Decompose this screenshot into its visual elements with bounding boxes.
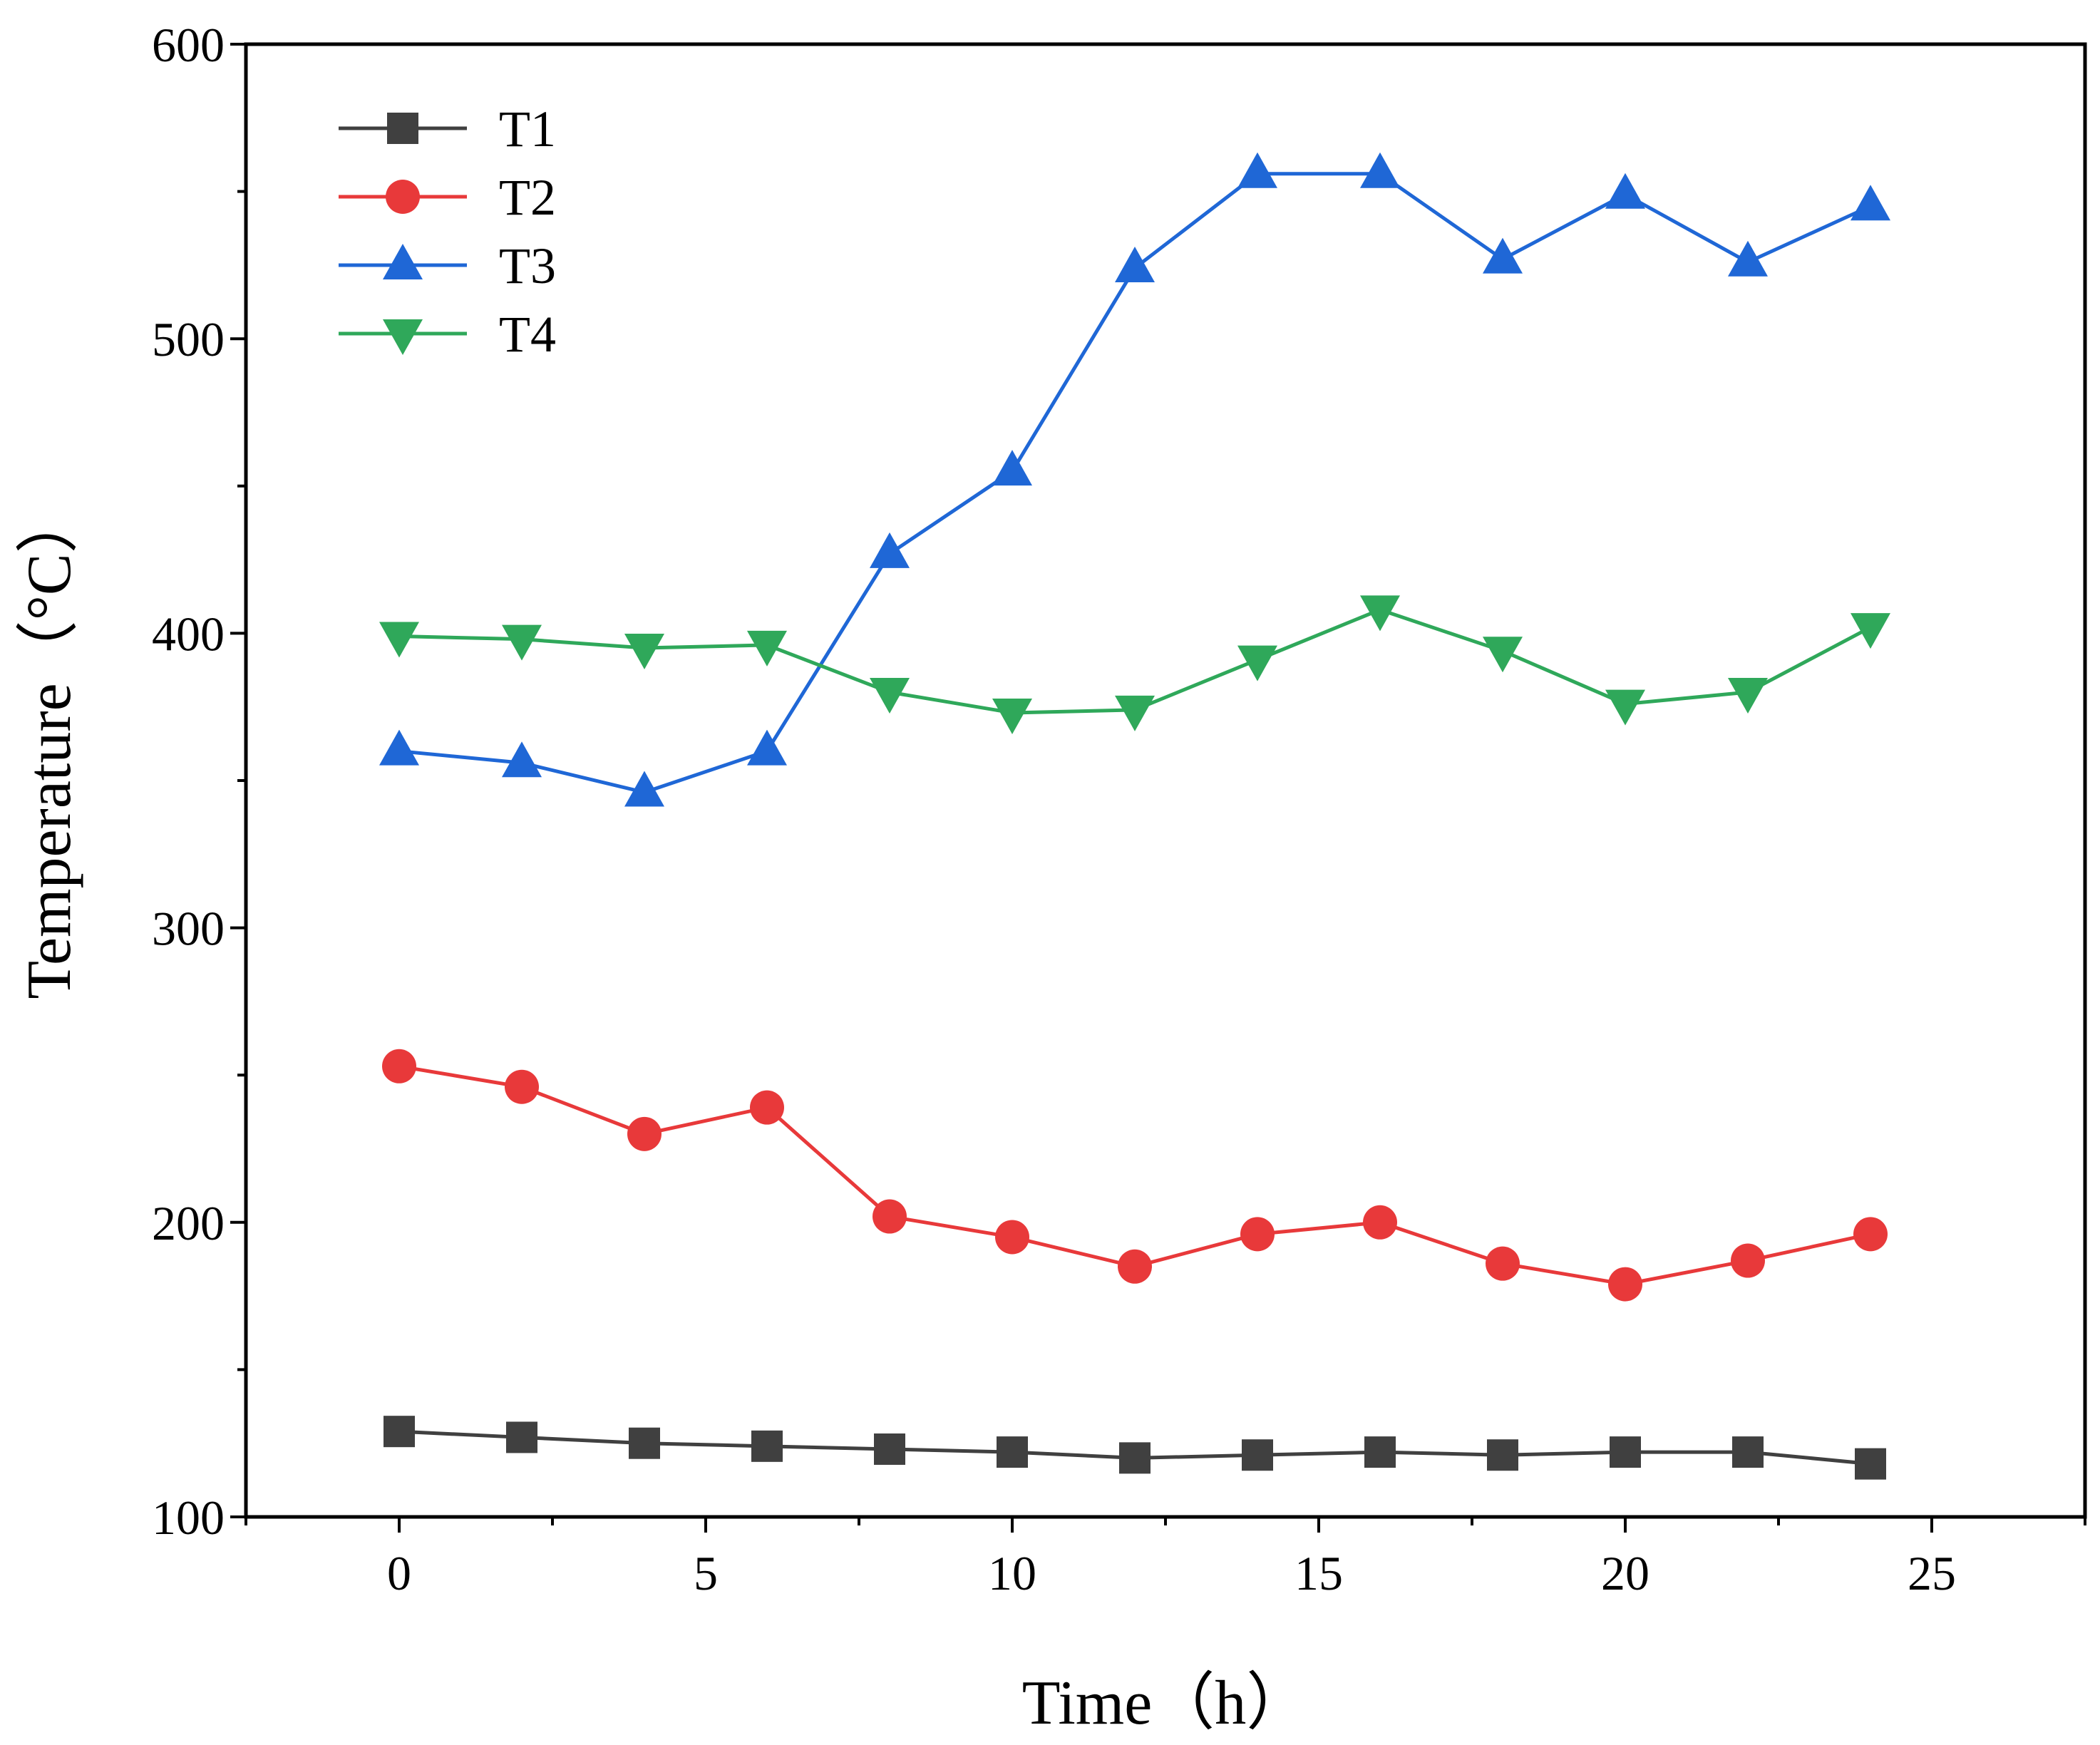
- data-point: [1115, 695, 1155, 731]
- data-point: [992, 450, 1032, 486]
- series-layer: [379, 152, 1890, 1480]
- data-point: [1360, 595, 1400, 632]
- data-point: [992, 698, 1032, 734]
- y-tick-label: 600: [152, 18, 225, 72]
- data-point: [873, 1199, 907, 1234]
- data-point: [379, 729, 419, 766]
- x-axis-title: Time（h）: [1022, 1669, 1309, 1738]
- legend-marker: [387, 113, 418, 144]
- data-point: [1119, 1442, 1151, 1474]
- data-point: [629, 1427, 660, 1459]
- data-point: [747, 729, 787, 766]
- data-point: [747, 630, 787, 666]
- data-point: [874, 1433, 905, 1465]
- x-tick-label: 5: [694, 1546, 718, 1600]
- data-point: [1483, 237, 1523, 274]
- data-point: [1605, 173, 1645, 209]
- data-point: [1732, 1436, 1764, 1468]
- y-tick-label: 200: [152, 1196, 225, 1250]
- legend-item-t2: T2: [339, 169, 556, 226]
- data-point: [379, 622, 419, 658]
- x-tick-label: 10: [988, 1546, 1036, 1600]
- data-point: [1486, 1246, 1520, 1281]
- axes-layer: 0 5 10 15 20 25 100 200 300 400 500 600: [152, 18, 2086, 1600]
- data-point: [1608, 1267, 1642, 1302]
- legend-marker: [383, 319, 423, 355]
- y-tick-label: 100: [152, 1491, 225, 1545]
- legend-marker: [386, 180, 420, 214]
- data-point: [384, 1416, 415, 1448]
- data-point: [1115, 247, 1155, 283]
- data-point: [505, 1069, 539, 1104]
- data-point: [502, 624, 542, 661]
- legend-label: T4: [499, 306, 556, 363]
- data-point: [751, 1430, 783, 1462]
- data-point: [1364, 1436, 1396, 1468]
- legend-label: T1: [499, 101, 556, 158]
- series-t4: [379, 595, 1890, 734]
- data-point: [1853, 1217, 1888, 1252]
- data-point: [1237, 152, 1277, 188]
- data-point: [624, 634, 664, 670]
- data-point: [995, 1220, 1029, 1255]
- data-point: [382, 1049, 416, 1083]
- y-tick-label: 500: [152, 312, 225, 366]
- data-point: [1242, 1439, 1273, 1471]
- data-point: [997, 1436, 1028, 1468]
- data-point: [870, 532, 910, 568]
- data-point: [1240, 1217, 1275, 1252]
- series-t2: [382, 1049, 1888, 1302]
- data-point: [1363, 1205, 1397, 1240]
- data-point: [1728, 678, 1768, 714]
- data-point: [1605, 689, 1645, 726]
- data-point: [502, 741, 542, 778]
- y-axis-title: Temperature（°C）: [15, 490, 84, 999]
- data-point: [750, 1090, 784, 1125]
- data-point: [506, 1421, 537, 1453]
- series-t1: [384, 1416, 1886, 1480]
- y-tick-label: 400: [152, 607, 225, 661]
- data-point: [1487, 1439, 1518, 1471]
- x-tick-label: 25: [1908, 1546, 1956, 1600]
- data-point: [1237, 645, 1277, 681]
- legend-item-t3: T3: [339, 237, 556, 294]
- data-point: [627, 1116, 662, 1151]
- x-tick-label: 20: [1601, 1546, 1649, 1600]
- legend-label: T3: [499, 237, 556, 294]
- legend: T1 T2 T3 T4: [339, 101, 556, 363]
- legend-item-t1: T1: [339, 101, 556, 158]
- x-tick-label: 15: [1295, 1546, 1343, 1600]
- data-point: [1483, 637, 1523, 673]
- x-tick-label: 0: [387, 1546, 411, 1600]
- data-point: [1610, 1436, 1641, 1468]
- data-point: [1851, 185, 1890, 221]
- data-point: [1728, 240, 1768, 277]
- data-point: [1360, 152, 1400, 188]
- y-tick-label: 300: [152, 902, 225, 956]
- data-point: [870, 678, 910, 714]
- legend-marker: [383, 244, 423, 279]
- data-point: [1118, 1249, 1152, 1284]
- data-point: [1855, 1448, 1886, 1480]
- series-t3: [379, 152, 1890, 807]
- legend-label: T2: [499, 169, 556, 226]
- legend-item-t4: T4: [339, 306, 556, 363]
- data-point: [1851, 613, 1890, 649]
- data-point: [1731, 1243, 1765, 1278]
- data-point: [624, 771, 664, 807]
